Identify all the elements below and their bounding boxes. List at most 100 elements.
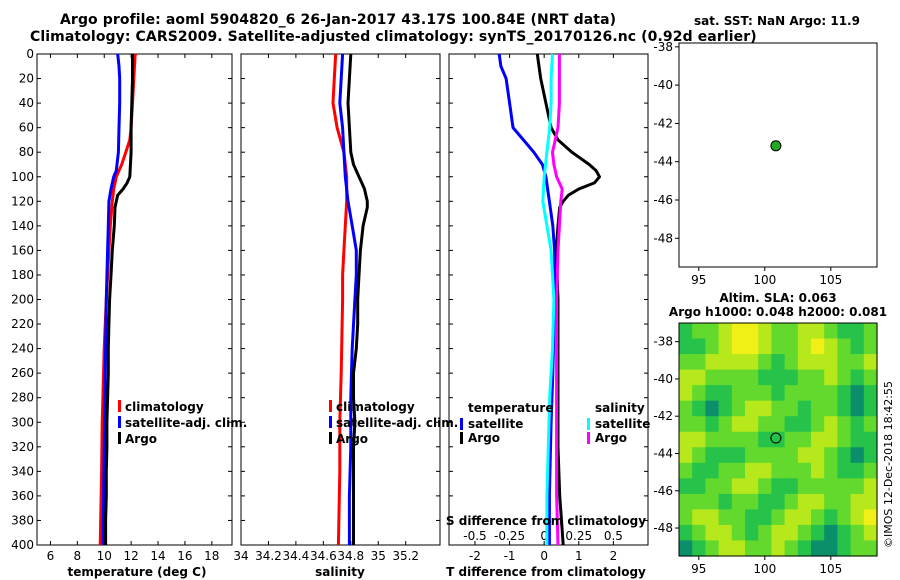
- heatmap-cell: [850, 462, 865, 479]
- heatmap-cell: [837, 400, 852, 417]
- heatmap-cell: [745, 462, 759, 479]
- heatmap-cell: [824, 524, 838, 542]
- heatmap-cell: [824, 462, 838, 479]
- heatmap-cell: [692, 524, 706, 542]
- legend-swatch-argo: [118, 432, 121, 444]
- x-tick-label: 1: [575, 549, 583, 563]
- heatmap-cell: [771, 416, 786, 433]
- heatmap-cell: [824, 385, 838, 402]
- temperature-panel: 0 20 40 60 80 100 120 140 160 180 200 220 240 260 280 3…: [11, 47, 233, 563]
- legend-swatch-t-argo: [460, 432, 463, 444]
- heatmap-cell: [850, 369, 865, 386]
- heatmap-cell: [705, 369, 720, 386]
- heatmap-cell: [758, 338, 772, 355]
- heatmap-cell: [797, 400, 812, 417]
- heatmap-cell: [784, 524, 799, 542]
- heatmap-cell: [811, 524, 825, 542]
- heatmap-cell: [718, 524, 733, 542]
- heatmap-cell: [863, 462, 878, 479]
- heatmap-cell: [758, 540, 772, 557]
- heatmap-cell: [824, 447, 838, 464]
- heatmap-cell: [811, 338, 825, 355]
- heatmap-cell: [824, 400, 838, 417]
- legend-group-salinity: salinity: [595, 401, 645, 415]
- legend-label-argo: Argo: [336, 432, 368, 446]
- heatmap-cell: [837, 323, 852, 340]
- heatmap-cell: [731, 400, 746, 417]
- heatmap-cell: [784, 540, 799, 557]
- legend-swatch-climatology: [118, 400, 121, 412]
- heatmap-cell: [811, 431, 825, 448]
- x-tick-label: 6: [47, 549, 55, 563]
- heatmap-cell: [731, 478, 746, 495]
- heatmap-cell: [824, 431, 838, 448]
- heatmap-cell: [692, 400, 706, 417]
- heatmap-cell: [745, 323, 759, 340]
- heatmap-cell: [863, 509, 878, 526]
- legend-swatch-climatology: [329, 400, 332, 412]
- heatmap-cell: [758, 493, 772, 510]
- heatmap-cell: [771, 338, 786, 355]
- y-tick-label: 360: [11, 489, 34, 503]
- heatmap-cell: [731, 493, 746, 510]
- heatmap-cell: [731, 462, 746, 479]
- heatmap-cell: [705, 416, 720, 433]
- x-tick-label: 2: [610, 549, 618, 563]
- heatmap-cell: [837, 462, 852, 479]
- heatmap-cell: [811, 385, 825, 402]
- heatmap-cell: [758, 478, 772, 495]
- x-tick-label: 14: [150, 549, 165, 563]
- y-tick-label: -40: [653, 372, 673, 386]
- heatmap-cell: [784, 354, 799, 371]
- heatmap-cell: [811, 540, 825, 557]
- legend-label-t-argo: Argo: [468, 431, 500, 445]
- heatmap-cell: [718, 447, 733, 464]
- heatmap-cell: [692, 354, 706, 371]
- heatmap-cell: [837, 447, 852, 464]
- heatmap-cell: [850, 338, 865, 355]
- heatmap-cell: [811, 462, 825, 479]
- difference-xlabel: T difference from climatology: [446, 565, 646, 579]
- y-tick-label: 380: [11, 513, 34, 527]
- heatmap-cell: [811, 509, 825, 526]
- heatmap-cell: [797, 462, 812, 479]
- legend-label-t-satellite: satellite: [468, 417, 523, 431]
- heatmap-cell: [692, 338, 706, 355]
- x-tick-label: 105: [819, 562, 842, 576]
- series-line-satellite-adj-clim-: [101, 53, 122, 546]
- heatmap-cell: [837, 338, 852, 355]
- heatmap-cell: [837, 354, 852, 371]
- x-tick-label: 18: [204, 549, 219, 563]
- x-tick-label: 105: [819, 273, 842, 287]
- heatmap-cell: [705, 509, 720, 526]
- heatmap-cell: [679, 509, 693, 526]
- heatmap-cell: [758, 400, 772, 417]
- heatmap-cell: [784, 385, 799, 402]
- heatmap-cell: [731, 524, 746, 542]
- heatmap-cell: [705, 323, 720, 340]
- x-tick-label: 34.6: [310, 549, 337, 563]
- heatmap-cell: [771, 369, 786, 386]
- x-tick-label: -1: [504, 549, 516, 563]
- heatmap-cell: [745, 447, 759, 464]
- heatmap-cell: [850, 524, 865, 542]
- heatmap-cell: [850, 323, 865, 340]
- heatmap-cell: [679, 447, 693, 464]
- credit-text: ©IMOS 12-Dec-2018 18:42:55: [882, 381, 895, 548]
- s-tick-label: 0.25: [565, 529, 592, 543]
- heatmap-cell: [705, 338, 720, 355]
- title-line-2: Climatology: CARS2009. Satellite-adjuste…: [30, 29, 757, 45]
- heatmap-cell: [705, 493, 720, 510]
- heatmap-cell: [811, 416, 825, 433]
- heatmap-cell: [863, 369, 878, 386]
- heatmap-cell: [850, 400, 865, 417]
- heatmap-cell: [692, 493, 706, 510]
- heatmap-cell: [837, 416, 852, 433]
- heatmap-cell: [797, 431, 812, 448]
- heatmap-cell: [771, 400, 786, 417]
- y-tick-label: 180: [11, 268, 34, 282]
- y-tick-label: 200: [11, 293, 34, 307]
- heatmap-cell: [863, 338, 878, 355]
- heatmap-cell: [850, 431, 865, 448]
- y-tick-label: -42: [653, 409, 673, 423]
